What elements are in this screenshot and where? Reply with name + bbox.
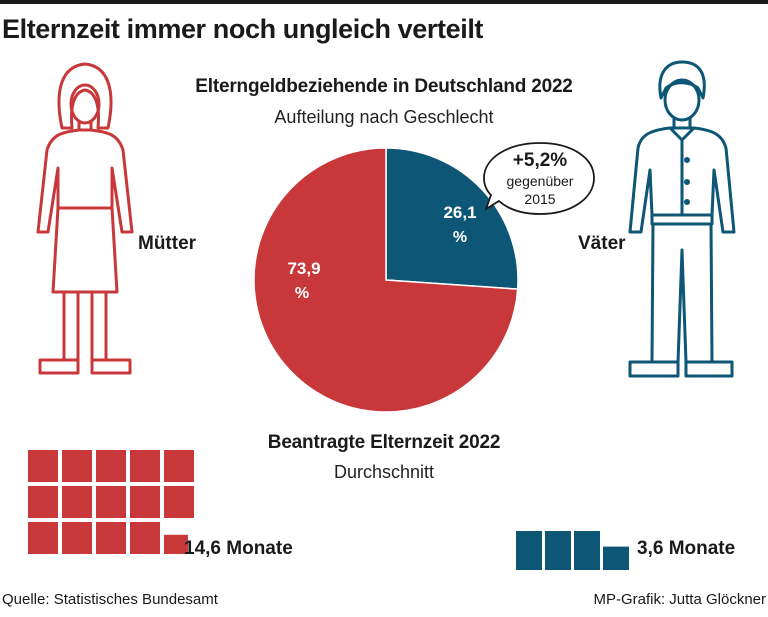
waffle-square — [28, 522, 58, 554]
waffle-square — [516, 531, 542, 570]
graphic-credit: MP-Grafik: Jutta Glöckner — [593, 591, 766, 608]
pie-chart-subtitle: Aufteilung nach Geschlecht — [274, 107, 494, 127]
pie-label-mothers: 73,9 — [287, 259, 320, 278]
waffle-square — [164, 450, 194, 482]
months-label-mothers: 14,6 Monate — [184, 538, 293, 559]
label-mothers: Mütter — [138, 233, 197, 254]
mother-icon — [36, 62, 134, 375]
pie-chart-title: Elterngeldbeziehende in Deutschland 2022 — [195, 76, 573, 97]
waffle-square — [28, 450, 58, 482]
annotation-line2: 2015 — [524, 191, 555, 207]
waffle-square — [62, 522, 92, 554]
months-label-fathers: 3,6 Monate — [637, 538, 736, 559]
waffle-square — [130, 486, 160, 518]
waffle-fathers — [516, 531, 629, 570]
pie-unit-mothers: % — [295, 285, 309, 302]
waffle-mothers — [28, 450, 194, 554]
source-note: Quelle: Statistisches Bundesamt — [2, 591, 218, 608]
waffle-square — [164, 486, 194, 518]
waffle-square — [62, 486, 92, 518]
waffle-square — [96, 486, 126, 518]
pie-unit-fathers: % — [453, 229, 467, 246]
pie-slice-1 — [253, 147, 519, 413]
annotation-line1: gegenüber — [507, 173, 574, 189]
father-icon — [628, 60, 736, 378]
waffle-square — [28, 486, 58, 518]
waffle-chart-subtitle: Durchschnitt — [333, 462, 435, 482]
waffle-square — [130, 450, 160, 482]
waffle-square-partial — [603, 546, 629, 570]
pie-label-fathers: 26,1 — [443, 203, 476, 222]
waffle-square — [62, 450, 92, 482]
headline: Elternzeit immer noch ungleich verteilt — [2, 14, 484, 44]
waffle-square — [96, 450, 126, 482]
waffle-square — [574, 531, 600, 570]
change-annotation-bubble: +5,2% gegenüber 2015 — [483, 142, 595, 215]
label-fathers: Väter — [578, 233, 626, 254]
waffle-square — [96, 522, 126, 554]
waffle-square — [545, 531, 571, 570]
top-rule — [0, 0, 768, 4]
waffle-chart-title: Beantragte Elternzeit 2022 — [267, 432, 501, 453]
annotation-value: +5,2% — [513, 150, 568, 171]
waffle-square — [130, 522, 160, 554]
pie-chart — [253, 147, 519, 413]
pie-slice-0 — [385, 147, 519, 290]
waffle-square-partial — [164, 534, 188, 554]
